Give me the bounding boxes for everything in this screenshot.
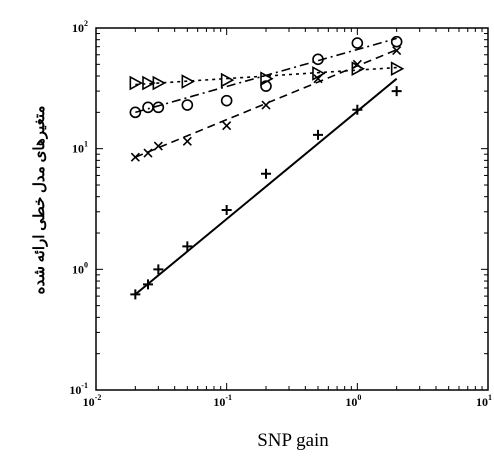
data-point-plus [312, 129, 323, 140]
data-point-triangle-right [220, 72, 235, 88]
data-point-x [352, 59, 362, 69]
x-tick-label: 10-1 [213, 393, 232, 409]
data-point-triangle-right [312, 66, 326, 81]
data-point-x [313, 74, 323, 84]
data-point-plus [261, 168, 272, 179]
data-point-x [261, 100, 271, 110]
data-point-plus [221, 205, 232, 216]
y-tick-label: 101 [72, 140, 88, 156]
data-point-circle [220, 94, 233, 107]
data-point-triangle-right [390, 61, 405, 77]
data-point-plus [352, 104, 363, 115]
data-point-circle [312, 53, 324, 66]
lines-layer [134, 37, 398, 296]
data-point-x [182, 136, 192, 146]
data-point-circle [351, 37, 364, 49]
data-point-x [392, 46, 402, 56]
data-point-triangle-right [152, 75, 167, 91]
y-tick-label: 102 [72, 19, 88, 35]
y-tick-label: 100 [72, 260, 88, 276]
plot-frame [95, 27, 489, 391]
data-point-circle [181, 99, 194, 111]
data-point-plus [153, 264, 164, 275]
data-point-plus [130, 289, 141, 300]
data-point-x [143, 148, 153, 158]
series-line-plus [134, 77, 398, 296]
data-point-triangle-right [181, 74, 196, 89]
data-point-plus [391, 86, 402, 97]
data-point-circle [142, 101, 154, 114]
y-axis-label: متغیرهای مدل خطی ارائه شده [32, 106, 48, 295]
x-axis-label: SNP gain [257, 430, 329, 451]
x-tick-label: 10-2 [83, 393, 102, 409]
data-point-triangle-right [129, 75, 144, 91]
x-tick-label: 100 [345, 393, 361, 409]
x-tick-label: 101 [476, 393, 492, 409]
data-point-circle [129, 106, 142, 119]
data-point-circle [260, 80, 272, 92]
data-point-x [130, 152, 140, 162]
data-point-circle [390, 35, 403, 48]
data-point-x [222, 121, 232, 131]
data-point-x [153, 141, 163, 151]
markers-layer [129, 35, 405, 300]
data-point-circle [152, 101, 165, 114]
y-tick-label: 10-1 [69, 381, 88, 397]
data-point-triangle-right [142, 75, 156, 91]
data-point-plus [182, 241, 193, 252]
data-point-plus [142, 279, 153, 290]
